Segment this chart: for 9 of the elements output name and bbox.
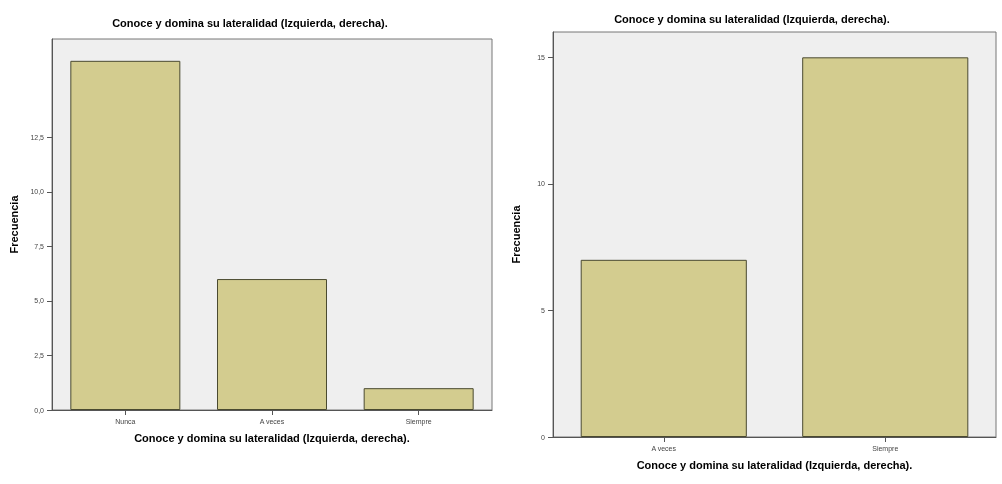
- x-axis-title: Conoce y domina su lateralidad (Izquierda, derecha).: [636, 458, 913, 471]
- bar: [70, 60, 181, 410]
- x-axis-title: Conoce y domina su lateralidad (Izquierda, derecha).: [134, 431, 410, 444]
- y-axis-title: Frecuencia: [7, 194, 20, 254]
- chart-title: Conoce y domina su lateralidad (Izquierda, derecha).: [112, 16, 388, 29]
- y-axis-title: Frecuencia: [509, 204, 522, 264]
- bar: [217, 279, 327, 410]
- chart-title: Conoce y domina su lateralidad (Izquierda, derecha).: [614, 12, 890, 25]
- bar: [363, 388, 474, 410]
